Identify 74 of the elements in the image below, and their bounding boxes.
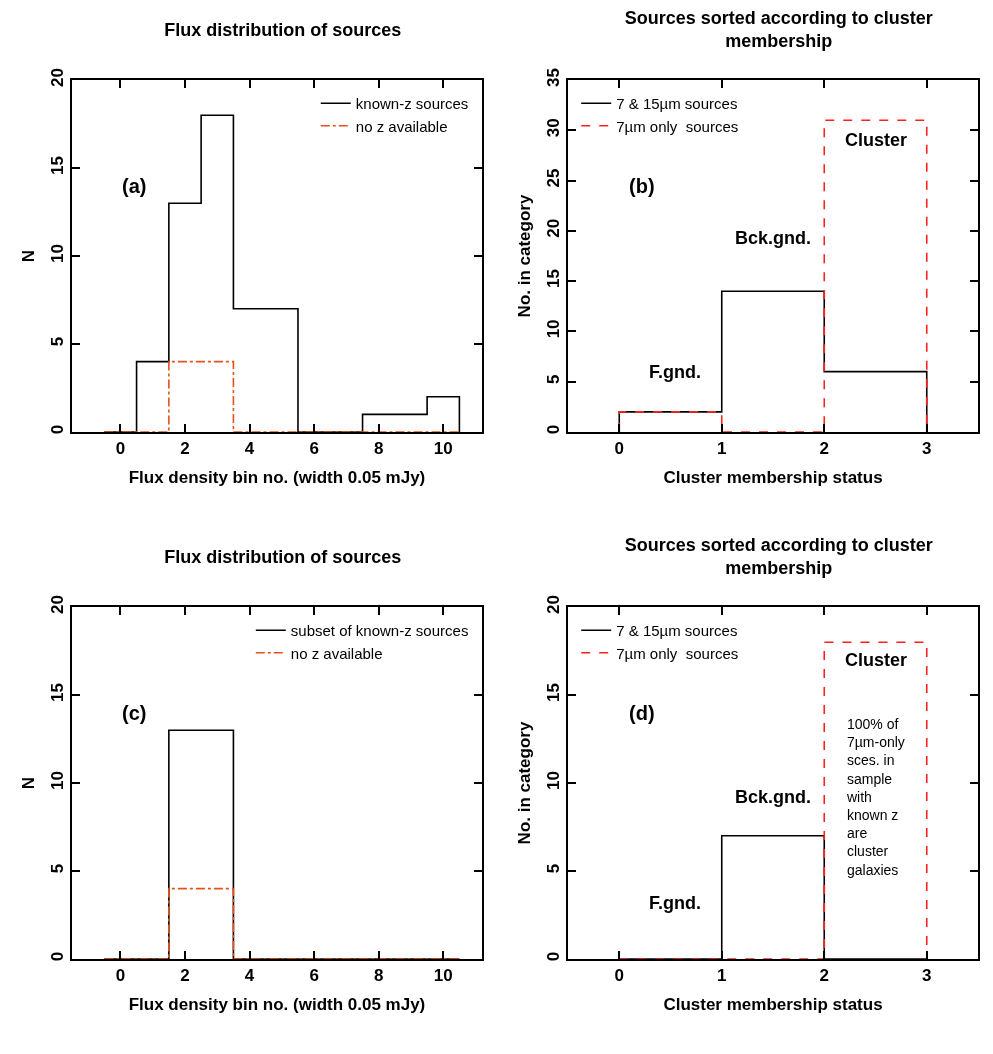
y-tick-label: 15: [48, 155, 68, 175]
legend-label: 7 & 15µm sources: [616, 95, 738, 113]
x-axis-title: Flux density bin no. (width 0.05 mJy): [128, 995, 426, 1015]
y-tick-label: 20: [48, 67, 68, 87]
x-tick-label: 4: [244, 439, 255, 459]
annotation: (d): [629, 702, 655, 724]
legend-label: no z available: [290, 644, 383, 662]
x-tick-label: 1: [717, 966, 727, 986]
chart-title: Flux distribution of sources: [164, 20, 402, 41]
text: 100% of 7µm-only sces. in sample with known z are cluster galaxies: [847, 716, 905, 878]
y-tick-label: 5: [48, 336, 68, 347]
y-tick-label: 5: [544, 863, 564, 874]
y-tick-label: 10: [48, 770, 68, 790]
y-tick-label: 35: [544, 67, 564, 87]
x-tick-label: 2: [819, 439, 829, 459]
x-tick-label: 2: [819, 966, 829, 986]
y-tick-label: 5: [544, 374, 564, 384]
legend-label: 7 & 15µm sources: [616, 622, 738, 640]
x-tick-label: 2: [180, 966, 190, 986]
x-tick-label: 0: [115, 966, 126, 986]
x-tick-label: 0: [614, 966, 624, 986]
x-tick-label: 10: [433, 966, 453, 986]
x-tick-label: 3: [922, 966, 932, 986]
y-tick-label: 10: [544, 770, 564, 790]
x-tick-label: 3: [922, 439, 932, 459]
annotation: Cluster: [845, 650, 908, 670]
x-tick-label: 0: [115, 439, 126, 459]
x-tick-label: 4: [244, 966, 255, 986]
y-axis-title: N: [18, 249, 38, 263]
y-tick-label: 0: [544, 951, 564, 962]
y-tick-label: 25: [544, 168, 564, 188]
annotation: (a): [122, 175, 147, 197]
y-tick-label: 10: [48, 243, 68, 263]
legend-label: known-z sources: [355, 95, 469, 113]
y-tick-label: 20: [544, 594, 564, 614]
x-tick-label: 2: [180, 439, 190, 459]
y-tick-label: 20: [544, 218, 564, 238]
y-tick-label: 20: [48, 594, 68, 614]
annotation: (b): [629, 175, 655, 197]
x-axis-title: Cluster membership status: [663, 995, 883, 1015]
annotation: F.gnd.: [649, 362, 701, 382]
y-tick-label: 0: [544, 424, 564, 435]
y-tick-label: 0: [48, 951, 68, 962]
x-tick-label: 8: [373, 439, 384, 459]
legend-label: 7µm only sources: [616, 117, 739, 135]
x-tick-label: 10: [433, 439, 453, 459]
y-tick-label: 10: [544, 319, 564, 339]
x-tick-label: 0: [614, 439, 624, 459]
y-tick-label: 0: [48, 424, 68, 435]
legend-label: no z available: [355, 117, 448, 135]
annotation: Bck.gnd.: [735, 787, 812, 807]
chart-title: Flux distribution of sources: [164, 547, 402, 568]
y-tick-label: 15: [48, 682, 68, 702]
y-tick-label: 15: [544, 682, 564, 702]
annotation: (c): [122, 702, 147, 724]
x-axis-title: Flux density bin no. (width 0.05 mJy): [128, 468, 426, 488]
legend-label: subset of known-z sources: [290, 622, 469, 640]
legend-label: 7µm only sources: [616, 644, 739, 662]
x-tick-label: 8: [373, 966, 384, 986]
annotation: Cluster: [845, 130, 908, 150]
x-tick-label: 6: [309, 966, 319, 986]
y-tick-label: 15: [544, 269, 564, 289]
chart-title: Sources sorted according to cluster membership: [624, 7, 933, 52]
annotation: F.gnd.: [649, 893, 701, 913]
x-tick-label: 6: [309, 439, 319, 459]
y-tick-label: 30: [544, 118, 564, 138]
y-axis-title: No. in category: [514, 194, 534, 318]
chart-title: Sources sorted according to cluster membership: [624, 534, 933, 579]
annotation: Bck.gnd.: [735, 228, 812, 248]
y-axis-title: N: [18, 776, 38, 790]
x-axis-title: Cluster membership status: [663, 468, 883, 488]
y-axis-title: No. in category: [514, 721, 534, 845]
y-tick-label: 5: [48, 863, 68, 874]
x-tick-label: 1: [717, 439, 727, 459]
